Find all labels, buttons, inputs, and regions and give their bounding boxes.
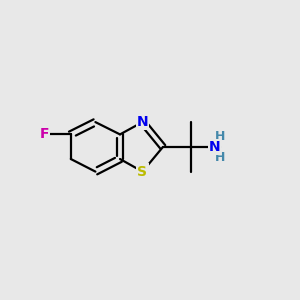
Text: H: H bbox=[215, 130, 225, 143]
Text: H: H bbox=[215, 151, 225, 164]
Text: F: F bbox=[40, 128, 49, 141]
Text: N: N bbox=[137, 115, 148, 129]
Text: S: S bbox=[137, 165, 148, 178]
Text: N: N bbox=[209, 140, 220, 154]
